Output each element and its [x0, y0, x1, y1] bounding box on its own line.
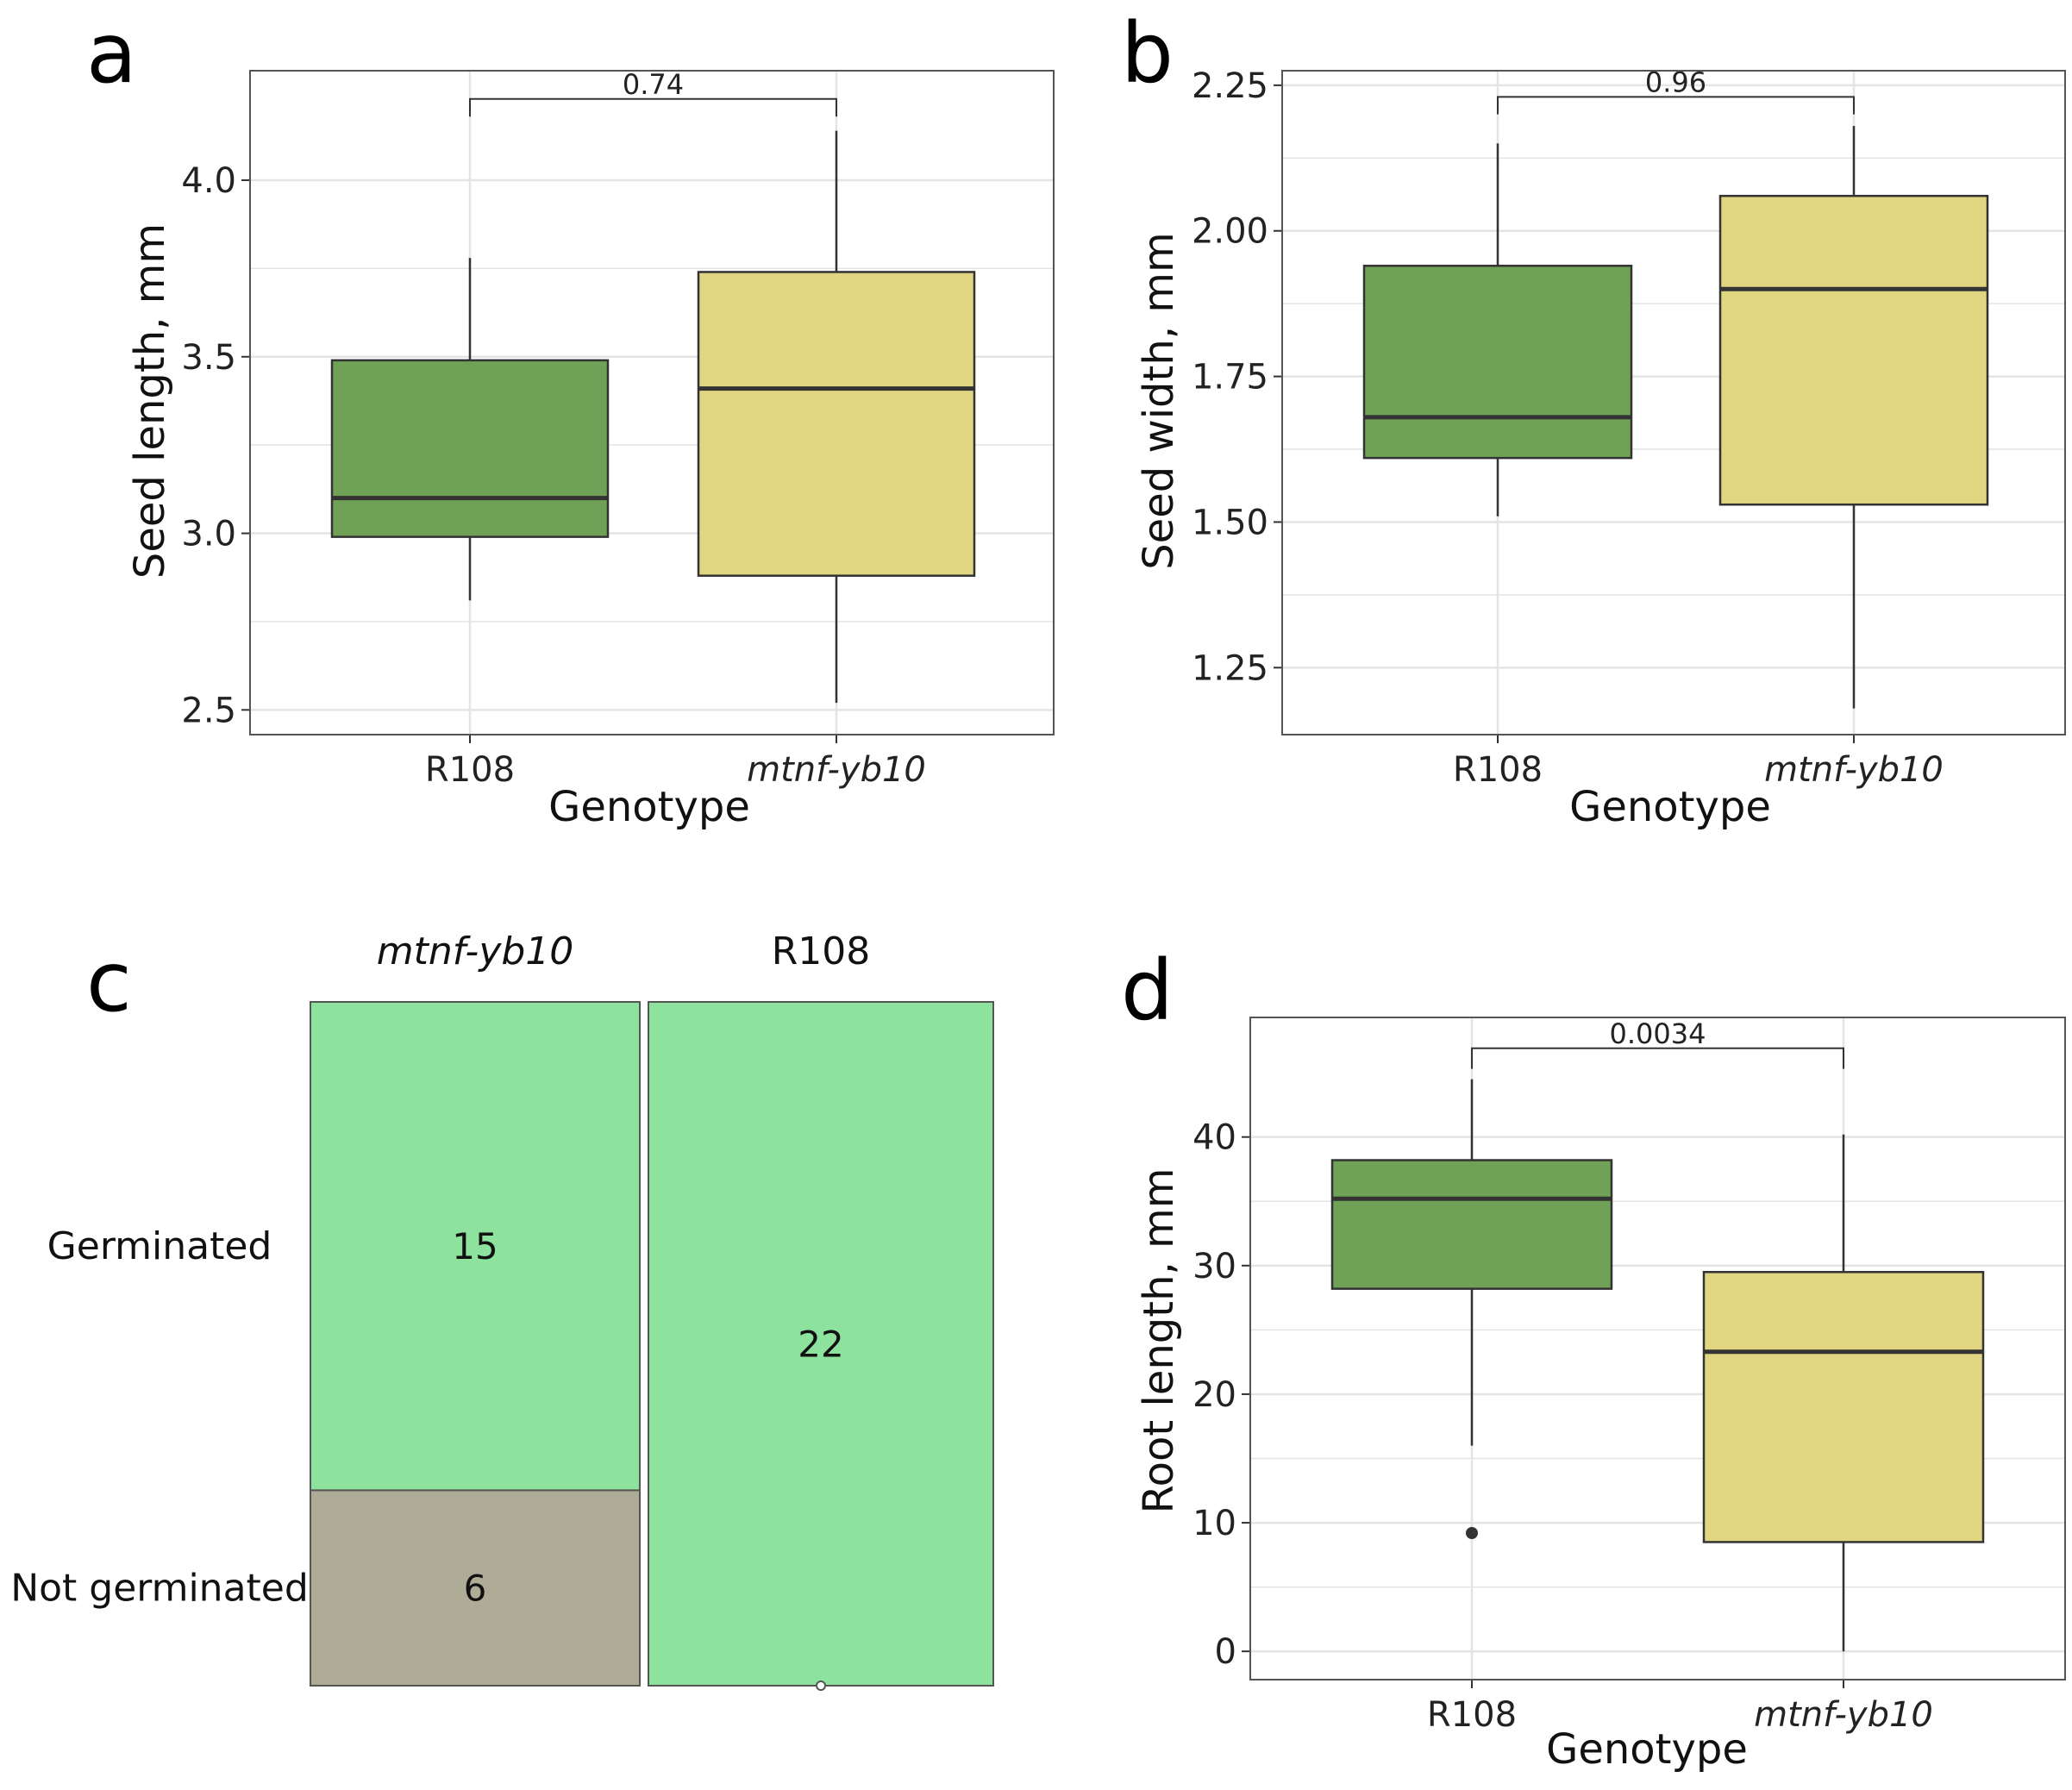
y-tick-label: 3.0 — [181, 515, 236, 554]
box-R108 — [330, 359, 610, 538]
y-tick-label: 2.00 — [1192, 212, 1268, 252]
mosaic-count: 22 — [798, 1324, 843, 1366]
box-R108 — [1330, 1159, 1613, 1290]
box-mtnf-yb10 — [697, 271, 976, 577]
y-tick-label: 1.25 — [1192, 648, 1268, 688]
y-tick-label: 40 — [1192, 1118, 1236, 1158]
y-tick-label: 3.5 — [181, 338, 236, 378]
mosaic-column-label: mtnf-yb10 — [377, 929, 574, 973]
plot-frame — [249, 70, 1055, 735]
box-mtnf-yb10 — [1702, 1271, 1985, 1543]
mosaic-row-label: Not germinated — [10, 1567, 309, 1611]
x-axis-title: Genotype — [1546, 1725, 1748, 1774]
panel-a-seed-length: a 0.74 2.5 3.0 3.5 4.0 R108 mtnf-yb10 Genotyp… — [86, 5, 1055, 831]
significance-bracket — [469, 97, 837, 117]
mosaic-count: 6 — [464, 1568, 487, 1610]
panel-letter-a: a — [86, 5, 137, 102]
box-mtnf-yb10 — [1718, 194, 1989, 506]
p-value-label: 0.74 — [623, 68, 684, 101]
panel-letter-b: b — [1121, 5, 1174, 102]
x-tick-label: mtnf-yb10 — [1754, 1695, 1933, 1735]
mosaic-cell-not-germinated — [310, 1489, 641, 1687]
y-axis-title: Seed length, mm — [126, 223, 174, 579]
panel-letter-d: d — [1121, 942, 1174, 1039]
x-tick-label: mtnf-yb10 — [747, 750, 926, 790]
x-axis-title: Genotype — [1569, 783, 1771, 831]
panel-d-root-length: d 0.0034 0 10 20 30 40 R108 mtnf-yb10 Genotype… — [1121, 942, 2066, 1774]
panel-c-germination-mosaic: c 15 6 mtnf-yb10 22 R108 Germinated Not germin… — [10, 929, 994, 1691]
y-axis-title: Root length, mm — [1135, 1167, 1183, 1513]
y-axis-title: Seed width, mm — [1135, 232, 1183, 570]
mosaic-column-label: R108 — [772, 929, 871, 973]
y-tick-label: 2.5 — [181, 691, 236, 730]
panel-letter-c: c — [86, 934, 132, 1030]
x-tick-label: mtnf-yb10 — [1764, 750, 1944, 790]
x-tick-label: R108 — [1427, 1695, 1517, 1735]
y-tick-label: 1.50 — [1192, 503, 1268, 542]
y-tick-label: 4.0 — [181, 161, 236, 201]
plot-frame — [1281, 70, 2066, 735]
box-R108 — [1362, 265, 1633, 460]
p-value-label: 0.0034 — [1610, 1017, 1706, 1050]
y-tick-label: 1.75 — [1192, 358, 1268, 397]
x-tick-label: R108 — [1453, 750, 1543, 790]
y-tick-label: 2.25 — [1192, 66, 1268, 106]
mosaic-cell-germinated — [310, 1001, 641, 1492]
x-tick-label: R108 — [425, 750, 515, 790]
mosaic-row-label: Germinated — [47, 1224, 272, 1268]
x-axis-title: Genotype — [548, 783, 750, 831]
y-tick-label: 20 — [1192, 1375, 1236, 1415]
y-tick-label: 0 — [1215, 1632, 1236, 1672]
significance-bracket — [1497, 96, 1855, 115]
significance-bracket — [1471, 1047, 1844, 1069]
outlier-point — [1466, 1526, 1478, 1539]
empty-cell-marker — [816, 1680, 826, 1691]
y-tick-label: 10 — [1192, 1504, 1236, 1543]
mosaic-count: 15 — [452, 1225, 498, 1267]
mosaic-cell-germinated — [648, 1001, 994, 1687]
plot-frame — [1249, 1017, 2066, 1680]
y-tick-label: 30 — [1192, 1247, 1236, 1286]
